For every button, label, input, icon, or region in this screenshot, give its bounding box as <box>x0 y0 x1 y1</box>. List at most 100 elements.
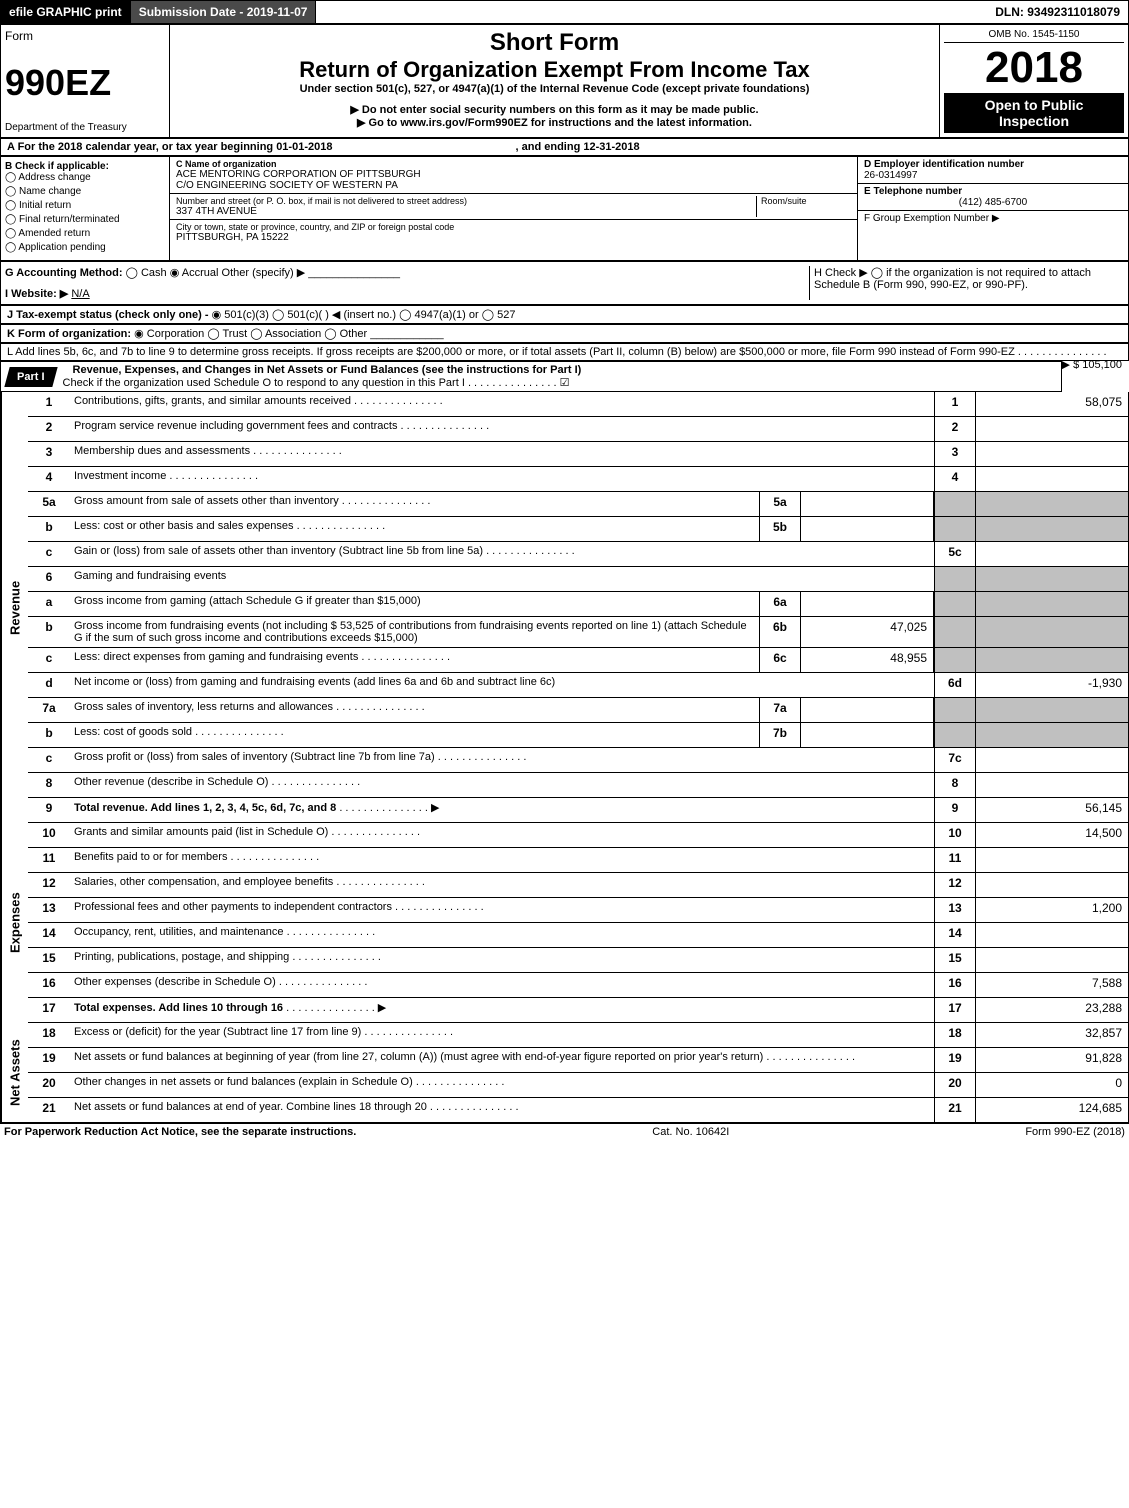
line-16-value: 7,588 <box>975 973 1128 997</box>
line-8-value <box>975 773 1128 797</box>
phone-value: (412) 485-6700 <box>864 197 1122 208</box>
part1-title: Revenue, Expenses, and Changes in Net As… <box>73 364 582 376</box>
tax-year: 2018 <box>944 43 1124 93</box>
check-address-change[interactable]: ◯ Address change <box>5 172 165 183</box>
line-5a: 5a Gross amount from sale of assets othe… <box>28 492 1128 517</box>
line-21: 21 Net assets or fund balances at end of… <box>28 1098 1128 1122</box>
line-10-value: 14,500 <box>975 823 1128 847</box>
line-5c: c Gain or (loss) from sale of assets oth… <box>28 542 1128 567</box>
g-cash-option[interactable]: ◯ Cash <box>126 267 167 279</box>
line-15: 15 Printing, publications, postage, and … <box>28 948 1128 973</box>
footer-center: Cat. No. 10642I <box>652 1126 729 1138</box>
l-value: ▶ $ 105,100 <box>1062 358 1122 371</box>
ein-value: 26-0314997 <box>864 170 1122 181</box>
revenue-side-label: Revenue <box>1 392 28 823</box>
street-block: Number and street (or P. O. box, if mail… <box>170 194 857 220</box>
org-name-2: C/O ENGINEERING SOCIETY OF WESTERN PA <box>176 180 851 191</box>
line-5b: b Less: cost or other basis and sales ex… <box>28 517 1128 542</box>
period-bar: A For the 2018 calendar year, or tax yea… <box>0 138 1129 156</box>
line-13-value: 1,200 <box>975 898 1128 922</box>
period-end: , and ending 12-31-2018 <box>516 141 640 153</box>
line-4: 4 Investment income 4 <box>28 467 1128 492</box>
line-5a-value <box>801 492 934 516</box>
g-other-option[interactable]: Other (specify) ▶ _______________ <box>222 267 400 279</box>
header-left: Form 990EZ Department of the Treasury <box>1 25 170 137</box>
c-label: C Name of organization <box>176 159 851 169</box>
under-section: Under section 501(c), 527, or 4947(a)(1)… <box>174 83 935 95</box>
k-assoc[interactable]: ◯ Association <box>250 328 321 340</box>
dln-label: DLN: 93492311018079 <box>987 1 1128 23</box>
no-ssn-note: ▶ Do not enter social security numbers o… <box>174 103 935 116</box>
j-501c[interactable]: ◯ 501(c)( ) ◀ (insert no.) <box>272 309 396 321</box>
g-accrual-option[interactable]: ◉ Accrual <box>170 267 219 279</box>
line-1-value: 58,075 <box>975 392 1128 416</box>
g-label: G Accounting Method: <box>5 267 123 279</box>
j-block: J Tax-exempt status (check only one) - ◉… <box>0 305 1129 324</box>
line-20-value: 0 <box>975 1073 1128 1097</box>
k-block: K Form of organization: ◉ Corporation ◯ … <box>0 324 1129 343</box>
footer-right: Form 990-EZ (2018) <box>1025 1126 1125 1138</box>
efile-label: efile GRAPHIC print <box>1 1 131 23</box>
phone-block: E Telephone number (412) 485-6700 <box>858 184 1128 211</box>
line-6c-value: 48,955 <box>801 648 934 672</box>
line-16: 16 Other expenses (describe in Schedule … <box>28 973 1128 998</box>
period-begin: A For the 2018 calendar year, or tax yea… <box>7 141 332 153</box>
section-d-e-f: D Employer identification number 26-0314… <box>857 157 1128 260</box>
check-application-pending[interactable]: ◯ Application pending <box>5 242 165 253</box>
k-other[interactable]: ◯ Other ____________ <box>324 328 443 340</box>
city-label: City or town, state or province, country… <box>176 222 851 232</box>
form-header: Form 990EZ Department of the Treasury Sh… <box>0 24 1129 138</box>
revenue-section: Revenue 1 Contributions, gifts, grants, … <box>0 392 1129 823</box>
goto-note: ▶ Go to www.irs.gov/Form990EZ for instru… <box>174 116 935 129</box>
line-17-value: 23,288 <box>975 998 1128 1022</box>
line-9: 9 Total revenue. Add lines 1, 2, 3, 4, 5… <box>28 798 1128 823</box>
check-amended-return[interactable]: ◯ Amended return <box>5 228 165 239</box>
footer-left: For Paperwork Reduction Act Notice, see … <box>4 1126 356 1138</box>
line-6b-value: 47,025 <box>801 617 934 647</box>
city-value: PITTSBURGH, PA 15222 <box>176 232 851 243</box>
line-11-value <box>975 848 1128 872</box>
line-3-value <box>975 442 1128 466</box>
netassets-section: Net Assets 18 Excess or (deficit) for th… <box>0 1023 1129 1123</box>
k-label: K Form of organization: <box>7 328 131 340</box>
line-14-value <box>975 923 1128 947</box>
line-7b-value <box>801 723 934 747</box>
dept-label: Department of the Treasury <box>5 122 165 133</box>
line-15-value <box>975 948 1128 972</box>
j-4947[interactable]: ◯ 4947(a)(1) or <box>399 309 479 321</box>
line-7c-value <box>975 748 1128 772</box>
city-block: City or town, state or province, country… <box>170 220 857 245</box>
line-11: 11 Benefits paid to or for members 11 <box>28 848 1128 873</box>
org-name-block: C Name of organization ACE MENTORING COR… <box>170 157 857 194</box>
l-label: L Add lines 5b, 6c, and 7b to line 9 to … <box>7 346 1015 358</box>
k-corp[interactable]: ◉ Corporation <box>134 328 204 340</box>
line-13: 13 Professional fees and other payments … <box>28 898 1128 923</box>
line-6b: b Gross income from fundraising events (… <box>28 617 1128 648</box>
check-initial-return[interactable]: ◯ Initial return <box>5 200 165 211</box>
line-8: 8 Other revenue (describe in Schedule O)… <box>28 773 1128 798</box>
line-12-value <box>975 873 1128 897</box>
entity-block: B Check if applicable: ◯ Address change … <box>0 156 1129 261</box>
j-501c3[interactable]: ◉ 501(c)(3) <box>212 309 269 321</box>
d-label: D Employer identification number <box>864 159 1122 170</box>
i-value: N/A <box>71 288 89 300</box>
header-center: Short Form Return of Organization Exempt… <box>170 25 940 137</box>
check-name-change[interactable]: ◯ Name change <box>5 186 165 197</box>
j-527[interactable]: ◯ 527 <box>482 309 516 321</box>
check-final-return[interactable]: ◯ Final return/terminated <box>5 214 165 225</box>
h-block: H Check ▶ ◯ if the organization is not r… <box>809 266 1124 300</box>
line-20: 20 Other changes in net assets or fund b… <box>28 1073 1128 1098</box>
expenses-side-label: Expenses <box>1 823 28 1023</box>
form-word: Form <box>5 29 165 43</box>
line-19: 19 Net assets or fund balances at beginn… <box>28 1048 1128 1073</box>
line-9-value: 56,145 <box>975 798 1128 822</box>
k-trust[interactable]: ◯ Trust <box>207 328 247 340</box>
section-b: B Check if applicable: ◯ Address change … <box>1 157 170 260</box>
part1-check-note: Check if the organization used Schedule … <box>63 377 465 389</box>
room-label: Room/suite <box>756 196 851 217</box>
g-h-block: G Accounting Method: ◯ Cash ◉ Accrual Ot… <box>0 261 1129 305</box>
street-value: 337 4TH AVENUE <box>176 206 756 217</box>
line-19-value: 91,828 <box>975 1048 1128 1072</box>
line-6d-value: -1,930 <box>975 673 1128 697</box>
line-2-value <box>975 417 1128 441</box>
